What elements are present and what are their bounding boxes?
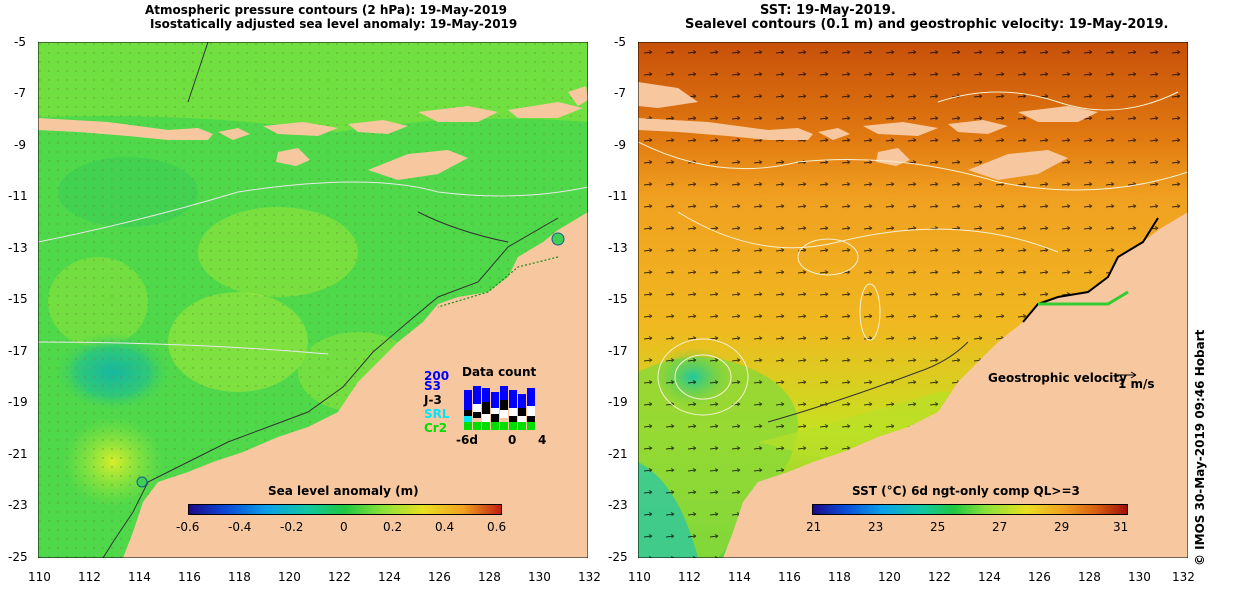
left-map [38,42,588,558]
left-cb-tick-5: 0.4 [435,520,455,534]
left-ytick-7: -19 [8,395,28,409]
right-land-java-bali [638,118,813,140]
left-xtick-2: 114 [128,570,151,584]
right-xtick-4: 118 [828,570,851,584]
left-cb-tick-0: -0.6 [176,520,200,534]
inset-label-2: J-3 [424,393,442,407]
left-ytick-3: -11 [8,189,28,203]
left-ytick-9: -23 [8,498,28,512]
left-xtick-4: 118 [228,570,251,584]
right-ytick-7: -19 [608,395,628,409]
inset-xtick-2: 4 [538,433,547,447]
right-ytick-10: -25 [608,550,628,564]
left-xtick-11: 132 [578,570,601,584]
inset-xtick-1: 0 [508,433,517,447]
left-xtick-1: 112 [78,570,101,584]
right-xtick-1: 112 [678,570,701,584]
right-xtick-10: 130 [1128,570,1151,584]
right-cb-tick-2: 25 [930,520,946,534]
inset-label-0: 200 [424,369,450,383]
right-xtick-9: 128 [1078,570,1101,584]
right-ytick-0: -5 [614,35,626,49]
left-ytick-2: -9 [14,138,26,152]
left-xtick-0: 110 [28,570,51,584]
right-ytick-5: -15 [608,292,628,306]
right-ytick-1: -7 [614,86,626,100]
right-cb-tick-5: 31 [1113,520,1129,534]
right-xtick-2: 114 [728,570,751,584]
right-xtick-11: 132 [1172,570,1195,584]
right-ytick-3: -11 [608,189,628,203]
data-count-bars [464,386,535,430]
credit-text: © IMOS 30-May-2019 09:46 Hobart [1193,329,1207,566]
left-xtick-3: 116 [178,570,201,584]
left-colorbar-title: Sea level anomaly (m) [268,484,419,498]
right-ytick-2: -9 [614,138,626,152]
left-ytick-0: -5 [14,35,26,49]
right-xtick-7: 124 [978,570,1001,584]
data-count-title: Data count [462,365,537,379]
left-title-line2: Isostatically adjusted sea level anomaly… [150,17,518,31]
left-xtick-10: 130 [528,570,551,584]
right-ytick-8: -21 [608,447,628,461]
right-xtick-3: 116 [778,570,801,584]
left-land-java-bali [38,118,213,140]
inset-label-1: S3 [424,379,441,393]
right-title-line2: Sealevel contours (0.1 m) and geostrophi… [685,17,1169,32]
left-cb-tick-2: -0.2 [280,520,304,534]
left-ytick-8: -21 [8,447,28,461]
right-ytick-9: -23 [608,498,628,512]
velocity-legend-label: Geostrophic velocity [988,371,1127,385]
left-xtick-9: 128 [478,570,501,584]
right-xtick-8: 126 [1028,570,1051,584]
left-ytick-6: -17 [8,344,28,358]
right-xtick-6: 122 [928,570,951,584]
data-count-inset: Data count 200 S3 J-3 SRL Cr2 -6d 0 4 [420,362,550,450]
left-cb-tick-3: 0 [340,520,348,534]
left-ytick-5: -15 [8,292,28,306]
right-title-line1: SST: 19-May-2019. [760,3,896,18]
right-colorbar-title: SST (°C) 6d ngt-only comp QL>=3 [852,484,1080,498]
left-xtick-8: 126 [428,570,451,584]
left-cb-tick-6: 0.6 [487,520,507,534]
left-cb-tick-1: -0.4 [228,520,252,534]
right-cb-tick-1: 23 [868,520,884,534]
left-xtick-5: 120 [278,570,301,584]
right-xtick-5: 120 [878,570,901,584]
right-cb-tick-0: 21 [806,520,822,534]
left-colorbar [188,504,502,515]
left-ytick-10: -25 [8,550,28,564]
right-ytick-6: -17 [608,344,628,358]
left-title-line1: Atmospheric pressure contours (2 hPa): 1… [145,3,508,17]
left-cb-tick-4: 0.2 [383,520,403,534]
left-xtick-7: 124 [378,570,401,584]
left-land-australia [123,212,588,558]
left-ytick-4: -13 [8,241,28,255]
right-ytick-4: -13 [608,241,628,255]
right-colorbar [812,504,1128,515]
velocity-legend-arrow [1117,371,1137,379]
right-xtick-0: 110 [628,570,651,584]
right-map [638,42,1188,558]
right-cb-tick-3: 27 [992,520,1008,534]
inset-label-4: Cr2 [424,421,448,435]
inset-label-3: SRL [424,407,450,421]
right-cb-tick-4: 29 [1054,520,1070,534]
right-land-australia [723,212,1188,558]
inset-xtick-0: -6d [456,433,478,447]
velocity-legend-unit: 1 m/s [1118,377,1155,391]
left-ytick-1: -7 [14,86,26,100]
left-xtick-6: 122 [328,570,351,584]
